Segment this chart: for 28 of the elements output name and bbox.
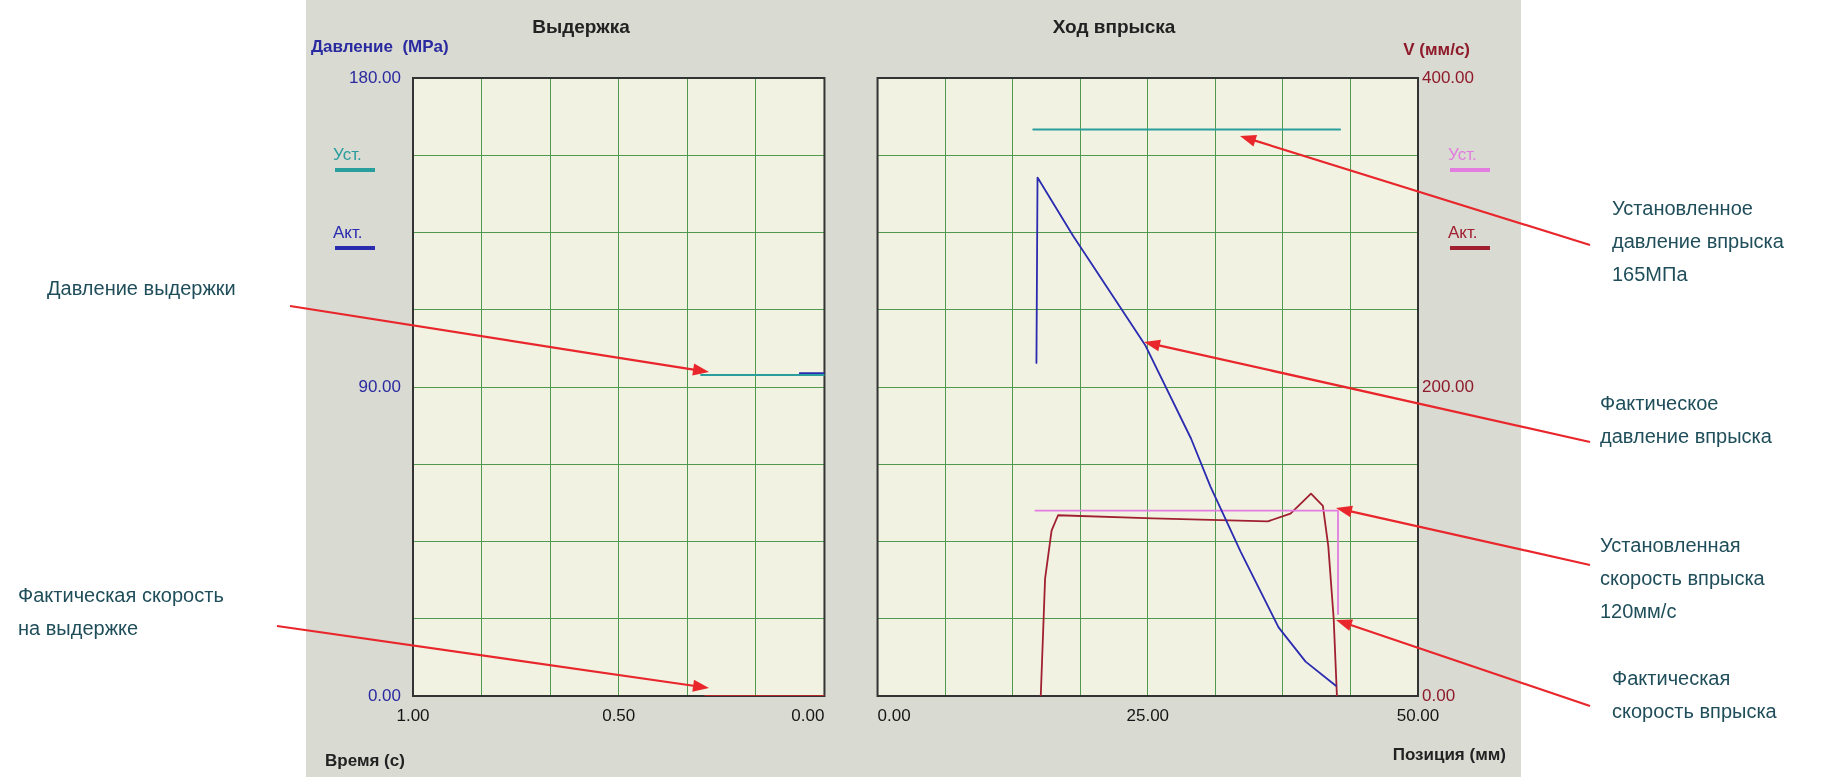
- chart-title: Выдержка: [532, 16, 631, 37]
- text: Фактическая скорость впрыска: [1612, 667, 1778, 722]
- x-tick-label: 0.00: [877, 705, 911, 725]
- y-tick-label: 90.00: [358, 376, 401, 396]
- text: Акт.: [333, 223, 363, 242]
- text: Фактическое давление впрыска: [1600, 392, 1773, 447]
- text: Установленная скорость впрыска 120мм/с: [1600, 534, 1766, 622]
- text: Уст.: [333, 145, 362, 164]
- text: 0.00: [1422, 685, 1456, 705]
- x-axis-title: Позиция (мм): [1392, 745, 1506, 764]
- x-tick-label: 0.00: [791, 705, 825, 725]
- x-tick-label: 0.50: [602, 705, 636, 725]
- chart-title: Ход впрыска: [1052, 16, 1176, 37]
- text: 400.00: [1422, 67, 1474, 87]
- text: Фактическая скорость на выдержке: [18, 584, 224, 639]
- y-axis-title: Давление (MPa): [311, 37, 449, 56]
- y-tick-label: 180.00: [349, 67, 401, 87]
- text: Давление выдержки: [47, 277, 236, 299]
- x-tick-label: 25.00: [1126, 705, 1170, 725]
- y2-axis-title: V (мм/с): [1403, 40, 1470, 59]
- x-tick-label: 1.00: [396, 705, 430, 725]
- text: Установленное давление впрыска 165МПа: [1612, 197, 1785, 285]
- y-tick-label: 0.00: [367, 685, 401, 705]
- text: Уст.: [1448, 145, 1477, 164]
- text: Акт.: [1448, 223, 1478, 242]
- x-tick-label: 50.00: [1396, 705, 1440, 725]
- x-axis-title: Время (с): [325, 751, 405, 770]
- text: 200.00: [1422, 376, 1474, 396]
